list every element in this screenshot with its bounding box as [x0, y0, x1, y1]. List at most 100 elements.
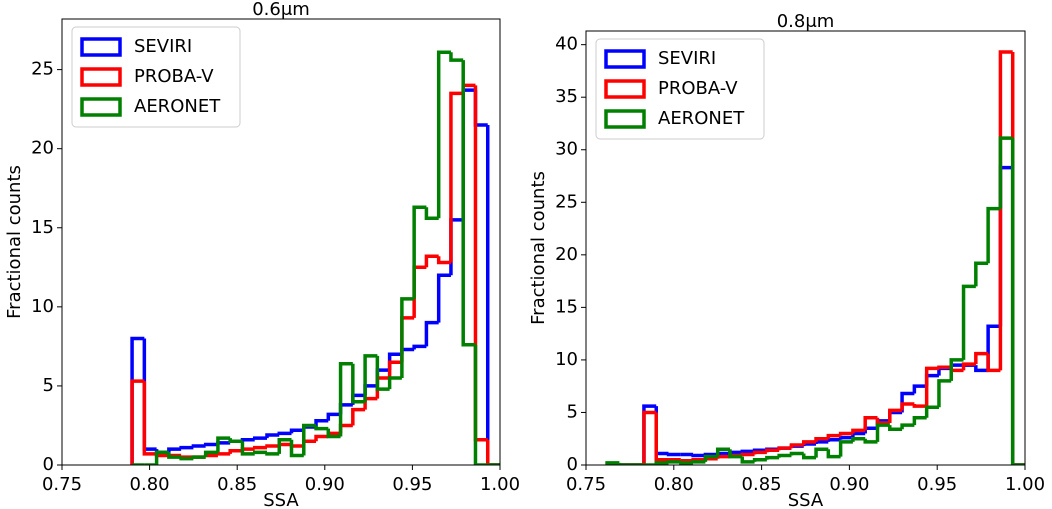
histogram-bin [375, 355, 390, 391]
histogram-bin [900, 402, 915, 411]
plot-area [605, 50, 1025, 465]
histogram-bin [252, 450, 267, 455]
histogram-bin [752, 457, 767, 462]
histogram-bin [338, 362, 353, 437]
y-tick-label: 15 [31, 217, 54, 238]
histogram-bin [691, 460, 706, 464]
legend-box [71, 26, 241, 128]
histogram-bin [179, 456, 194, 461]
histogram-bin [838, 440, 853, 457]
histogram-bin [326, 428, 341, 439]
y-tick-label: 20 [31, 138, 54, 159]
histogram-bin [461, 88, 476, 220]
histogram-bin [1010, 138, 1025, 465]
y-tick-label: 10 [555, 349, 578, 370]
histogram-bin [875, 423, 890, 442]
y-axis-label: Fractional counts [528, 171, 549, 325]
histogram-bin [924, 373, 939, 387]
histogram-bin [400, 316, 415, 363]
histogram-bin [974, 365, 989, 373]
y-tick-label: 15 [555, 296, 578, 317]
x-tick-label: 1.00 [480, 474, 520, 495]
histogram-bin [875, 417, 890, 425]
histogram-bin [179, 455, 194, 459]
histogram-bin [314, 434, 329, 442]
histogram-bin [986, 206, 1001, 264]
histogram-bin [715, 447, 730, 457]
histogram-bin [167, 447, 182, 453]
histogram-bin [642, 404, 657, 465]
legend-swatch [80, 67, 122, 87]
histogram-bin [715, 454, 730, 459]
histogram-bin [888, 425, 903, 432]
histogram-bin [617, 462, 632, 465]
histogram-bin [888, 408, 903, 423]
y-tick-label: 0 [567, 454, 578, 475]
histogram-bin [216, 436, 231, 453]
histogram-bin [314, 425, 329, 431]
histogram-bin [949, 363, 964, 369]
histogram-bin [302, 425, 317, 431]
histogram-bin [912, 404, 927, 408]
histogram-bin [728, 449, 743, 459]
histogram-bin [986, 353, 1001, 373]
histogram-bin [289, 428, 304, 434]
histogram-bin [888, 410, 903, 421]
histogram-bin [289, 439, 304, 458]
histogram-bin [900, 423, 915, 430]
histogram-bin [961, 284, 976, 360]
histogram-bin [400, 347, 415, 355]
histogram-bin [130, 336, 145, 465]
histogram-bin [302, 423, 317, 456]
histogram-bin [679, 461, 694, 465]
histogram-bin [974, 261, 989, 287]
histogram-bin [924, 366, 939, 407]
histogram-bin [400, 297, 415, 379]
histogram-bin [974, 351, 989, 365]
histogram-bin [277, 442, 292, 447]
histogram-bin [937, 379, 952, 408]
histogram-bin [240, 441, 255, 456]
histogram-bin [740, 456, 755, 464]
histogram-bin [666, 452, 681, 457]
legend-swatch [604, 109, 646, 129]
histogram-bin [924, 405, 939, 418]
histogram-bin [485, 439, 500, 465]
histogram-bin [949, 358, 964, 381]
histogram-bin [142, 381, 157, 456]
histogram-bin [998, 136, 1013, 209]
histogram-bin [436, 256, 451, 265]
legend-label: SEVIRI [134, 36, 192, 57]
histogram-bin [412, 265, 427, 318]
histogram-bin [277, 437, 292, 454]
histogram-bin [826, 433, 841, 439]
histogram-bin [436, 50, 451, 219]
histogram-bin [265, 452, 280, 456]
histogram-bin [789, 443, 804, 449]
histogram-bin [216, 441, 231, 445]
histogram-bin [777, 446, 792, 451]
histogram-bin [777, 453, 792, 458]
x-tick-label: 1.00 [1005, 474, 1045, 495]
histogram-bin [167, 452, 182, 459]
histogram-bin [449, 52, 464, 62]
histogram-bin [154, 450, 169, 465]
histogram-bin [801, 442, 817, 447]
histogram-bin [703, 454, 718, 462]
histogram-bin [289, 444, 304, 448]
x-tick-label: 0.85 [742, 474, 782, 495]
histogram-bin [240, 447, 255, 451]
histogram-bin [765, 455, 780, 460]
histogram-bin [203, 442, 218, 447]
axes-frame [61, 18, 501, 466]
histogram-bin [740, 452, 755, 457]
x-tick-label: 0.85 [217, 474, 257, 495]
legend-swatch [80, 37, 122, 57]
histogram-bin [814, 436, 829, 442]
histogram-bin [801, 440, 817, 446]
x-axis-label: SSA [263, 490, 299, 509]
histogram-bin [412, 205, 427, 299]
histogram-bin [740, 449, 755, 454]
histogram-bin [998, 50, 1013, 371]
y-tick-label: 10 [31, 296, 54, 317]
